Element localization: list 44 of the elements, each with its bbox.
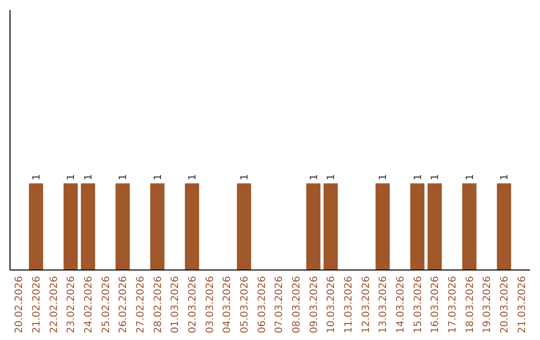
data-label: 1 (430, 174, 442, 180)
data-label: 1 (326, 174, 338, 180)
data-label: 1 (32, 174, 42, 180)
data-label: 1 (464, 174, 476, 180)
x-tick-label: 21.02.2026 (32, 276, 42, 334)
x-tick-label: 01.03.2026 (170, 276, 182, 334)
x-tick-label: 12.03.2026 (360, 276, 372, 334)
data-label: 1 (240, 174, 250, 180)
data-label: 1 (152, 174, 164, 180)
data-label: 1 (412, 174, 424, 180)
x-tick-label: 06.03.2026 (256, 276, 268, 334)
x-tick-label: 16.03.2026 (430, 276, 442, 334)
x-tick-label: 13.03.2026 (378, 276, 390, 334)
x-tick-label: 20.03.2026 (500, 276, 510, 334)
x-tick-label: 28.02.2026 (152, 276, 164, 334)
x-tick-label: 24.02.2026 (84, 276, 94, 334)
x-tick-label: 25.02.2026 (100, 276, 112, 334)
x-tick-label: 09.03.2026 (308, 276, 320, 334)
data-label: 1 (118, 174, 130, 180)
data-label: 1 (84, 174, 94, 180)
x-tick-label: 17.03.2026 (448, 276, 458, 334)
x-tick-label: 05.03.2026 (240, 276, 250, 334)
x-tick-label: 19.03.2026 (482, 276, 494, 334)
data-label: 1 (500, 174, 510, 180)
x-tick-label: 04.03.2026 (222, 276, 234, 334)
x-tick-label: 15.03.2026 (412, 276, 424, 334)
x-tick-label: 23.02.2026 (66, 276, 78, 334)
x-tick-label: 22.02.2026 (48, 276, 60, 334)
x-tick-label: 27.02.2026 (136, 276, 146, 334)
data-label: 1 (308, 174, 320, 180)
data-label: 1 (188, 174, 198, 180)
x-tick-label: 02.03.2026 (188, 276, 198, 334)
x-tick-label: 07.03.2026 (274, 276, 286, 334)
x-tick-label: 08.03.2026 (292, 276, 302, 334)
data-label: 1 (378, 174, 390, 180)
x-tick-label: 20.02.2026 (14, 276, 26, 334)
data-label: 1 (66, 174, 78, 180)
x-tick-label: 14.03.2026 (396, 276, 406, 334)
x-tick-label: 03.03.2026 (204, 276, 216, 334)
x-tick-label: 11.03.2026 (344, 276, 354, 334)
x-tick-label: 10.03.2026 (326, 276, 338, 334)
x-tick-label: 26.02.2026 (118, 276, 130, 334)
x-tick-label: 21.03.2026 (516, 276, 528, 334)
x-tick-label: 18.03.2026 (464, 276, 476, 334)
